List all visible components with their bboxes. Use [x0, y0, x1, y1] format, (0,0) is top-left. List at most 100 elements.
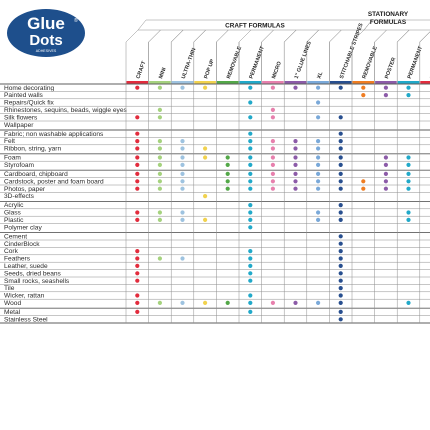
compatibility-dot [135, 249, 140, 254]
column-header-label: REMOVABLE [226, 45, 243, 79]
compatibility-dot [248, 293, 253, 298]
surface-label: Small rocks, seashells [4, 278, 70, 285]
compatibility-dot [316, 146, 321, 151]
compatibility-dot [316, 155, 321, 160]
compatibility-dot [406, 300, 411, 305]
compatibility-dot [270, 85, 275, 90]
compatibility-dot [338, 217, 343, 222]
surface-label: Metal [4, 309, 21, 316]
compatibility-dot [406, 186, 411, 191]
column-color-bar [149, 81, 171, 84]
compatibility-dot [338, 85, 343, 90]
compatibility-dot [338, 309, 343, 314]
surface-label: Plastic [4, 217, 24, 224]
column-color-bar [239, 81, 262, 84]
compatibility-dot [203, 194, 208, 199]
column-header-label: PERMANENT [407, 45, 425, 80]
logo-word-glue: Glue [27, 14, 65, 33]
column-color-bar [329, 81, 352, 84]
compatibility-dot [248, 186, 253, 191]
compatibility-dot [157, 186, 162, 191]
compatibility-dot [135, 85, 140, 90]
compatibility-dot [248, 85, 253, 90]
surface-label: 3D-effects [4, 193, 35, 200]
compatibility-dot [270, 300, 275, 305]
compatibility-dot [316, 85, 321, 90]
compatibility-dot [338, 234, 343, 239]
column-header-label: MICRO [271, 61, 283, 80]
compatibility-dot [135, 309, 140, 314]
surface-label: Cork [4, 248, 19, 255]
column-color-bar [171, 81, 194, 84]
surface-label: Leather, suede [4, 263, 48, 270]
compatibility-dot [248, 263, 253, 268]
surface-label: Acrylic [4, 202, 24, 209]
compatibility-dot [248, 162, 253, 167]
compatibility-dot [157, 146, 162, 151]
compatibility-dot [203, 217, 208, 222]
compatibility-dot [338, 300, 343, 305]
compatibility-dot [135, 186, 140, 191]
surface-label: Ribbon, string, yarn [4, 146, 62, 153]
compatibility-dot [406, 162, 411, 167]
compatibility-dot [293, 186, 298, 191]
surface-label: Photos, paper [4, 186, 46, 193]
compatibility-dot [338, 286, 343, 291]
compatibility-dot [270, 115, 275, 120]
compatibility-dot [157, 256, 162, 261]
compatibility-dot [316, 139, 321, 144]
compatibility-dot [225, 155, 230, 160]
logo-word-dots: Dots [29, 32, 62, 49]
column-header-cell [306, 29, 343, 84]
column-color-bar [307, 81, 329, 84]
surface-label: Cardstock, poster and foam board [4, 178, 104, 185]
compatibility-dot [225, 162, 230, 167]
compatibility-dot [383, 186, 388, 191]
column-header-label: ULTRA-THIN [181, 47, 198, 79]
compatibility-dot [316, 300, 321, 305]
compatibility-dot [248, 155, 253, 160]
compatibility-dot [135, 217, 140, 222]
compatibility-dot [316, 100, 321, 105]
compatibility-dot [157, 162, 162, 167]
compatibility-dot [180, 256, 185, 261]
compatibility-dot [270, 146, 275, 151]
surface-label: Feathers [4, 256, 31, 263]
compatibility-dot [383, 179, 388, 184]
column-color-bar [262, 81, 284, 84]
compatibility-dot [180, 155, 185, 160]
surface-label: Foam [4, 155, 21, 162]
column-color-bar [352, 81, 375, 84]
surface-label: Glass [4, 210, 22, 217]
compatibility-dot [338, 131, 343, 136]
compatibility-dot [293, 155, 298, 160]
compatibility-dot [248, 271, 253, 276]
column-header-label: MINI [158, 66, 168, 79]
surface-label: Seeds, dried beans [4, 270, 62, 277]
surface-label: Silk flowers [4, 114, 38, 121]
compatibility-dot [135, 263, 140, 268]
compatibility-dot [248, 171, 253, 176]
surface-label: Wicker, rattan [4, 293, 45, 300]
compatibility-dot [135, 179, 140, 184]
compatibility-dot [293, 139, 298, 144]
compatibility-dot [338, 271, 343, 276]
column-header-label: POP UP [203, 58, 216, 79]
compatibility-dot [248, 131, 253, 136]
column-color-bar [126, 81, 149, 84]
compatibility-dot [180, 186, 185, 191]
compatibility-dot [338, 317, 343, 322]
compatibility-dot [135, 115, 140, 120]
surface-label: Wallpaper [4, 122, 34, 129]
column-header-cell [148, 29, 184, 84]
compatibility-dot [316, 162, 321, 167]
compatibility-dot [316, 186, 321, 191]
surface-label: Styrofoam [4, 162, 35, 169]
compatibility-dot [338, 249, 343, 254]
compatibility-dot [248, 309, 253, 314]
compatibility-dot [180, 162, 185, 167]
compatibility-dot [157, 179, 162, 184]
compatibility-dot [157, 107, 162, 112]
column-header-label: PERMANENT [249, 45, 267, 80]
compatibility-dot [135, 256, 140, 261]
